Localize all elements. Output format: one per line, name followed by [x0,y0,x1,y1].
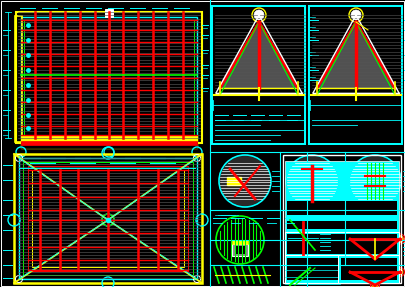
Circle shape [351,10,361,20]
Bar [285,161,399,235]
Bar [283,155,401,283]
Polygon shape [317,22,395,88]
Circle shape [371,282,379,287]
Bar [285,255,399,283]
Polygon shape [220,22,298,88]
Bar [310,7,401,143]
Bar [32,170,184,267]
Circle shape [346,235,354,243]
Circle shape [254,10,264,20]
Bar [105,9,113,17]
Bar [15,16,22,142]
Bar [28,166,188,271]
Circle shape [287,156,337,206]
Bar [232,240,248,244]
Bar [24,20,194,135]
Circle shape [371,255,379,263]
Bar [306,189,318,199]
Bar [341,258,397,280]
Bar [308,5,403,145]
Bar [235,246,245,254]
Bar [287,258,339,280]
Bar [232,244,248,256]
Circle shape [300,227,306,233]
Bar [19,158,197,279]
Circle shape [220,156,270,206]
Bar [288,222,318,255]
Bar [287,221,397,229]
Circle shape [396,269,403,276]
Circle shape [300,247,306,253]
Circle shape [300,237,306,243]
Circle shape [396,235,404,243]
Bar [21,136,197,148]
Bar [227,177,241,185]
Circle shape [347,269,354,276]
Bar [21,141,197,145]
Bar [285,232,399,256]
Bar [21,17,197,138]
Bar [211,5,306,145]
Bar [21,142,197,148]
Bar [287,201,397,215]
Circle shape [350,156,400,206]
Bar [213,7,304,143]
Bar [23,162,193,275]
Bar [287,234,397,254]
Bar [14,154,202,283]
Bar [16,12,202,143]
